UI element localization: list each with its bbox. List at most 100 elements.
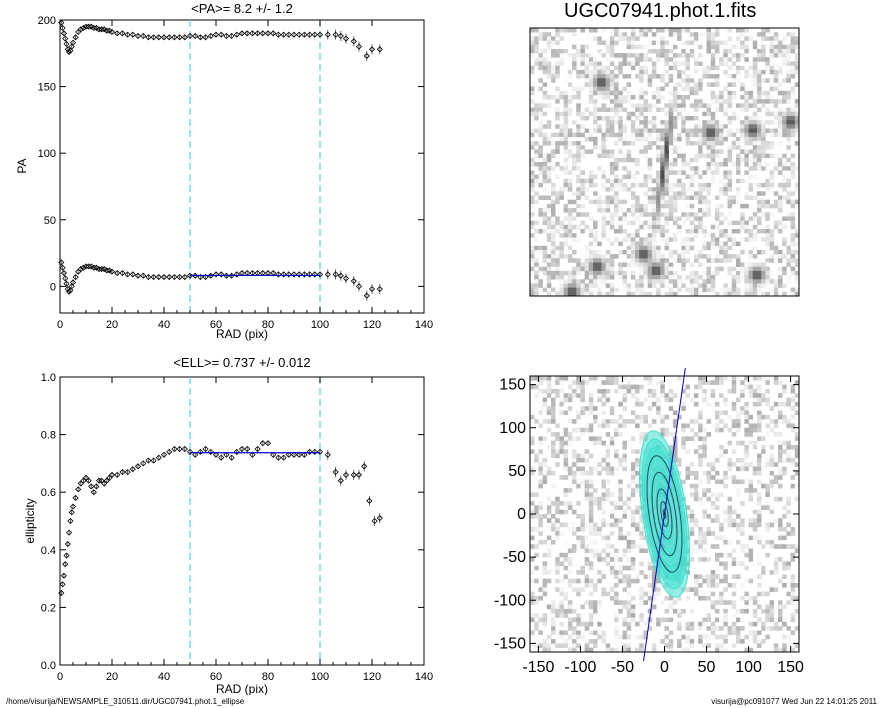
image-pixel [597, 275, 602, 280]
image-pixel [702, 557, 707, 562]
image-pixel [601, 174, 606, 180]
image-pixel [567, 233, 573, 238]
image-pixel [635, 115, 640, 121]
image-pixel [551, 191, 556, 196]
image-pixel [551, 287, 556, 293]
image-pixel [635, 449, 640, 454]
image-pixel [740, 128, 745, 133]
image-pixel [584, 266, 590, 272]
image-pixel [588, 61, 594, 66]
image-pixel [559, 501, 564, 506]
image-pixel [756, 145, 762, 150]
image-pixel [567, 626, 573, 631]
image-pixel [530, 115, 535, 121]
image-pixel [693, 518, 699, 523]
image-pixel [761, 626, 766, 631]
image-pixel [782, 514, 787, 519]
image-pixel [567, 74, 573, 79]
image-pixel [626, 548, 632, 554]
image-pixel [584, 258, 590, 263]
image-pixel [538, 111, 543, 117]
image-pixel [618, 557, 623, 562]
image-pixel [538, 449, 543, 454]
image-pixel [786, 514, 791, 519]
image-pixel [731, 115, 737, 121]
image-pixel [555, 557, 560, 562]
image-pixel [719, 212, 724, 217]
image-pixel [639, 548, 644, 554]
image-pixel [660, 136, 665, 142]
image-pixel [614, 90, 619, 96]
image-pixel [643, 291, 648, 297]
image-pixel [651, 388, 657, 394]
image-pixel [714, 479, 720, 485]
image-pixel [761, 124, 766, 129]
image-pixel [685, 115, 691, 121]
image-pixel [605, 419, 611, 424]
image-pixel [719, 241, 724, 247]
image-pixel [660, 162, 665, 167]
image-pixel [563, 488, 569, 493]
image-pixel [790, 74, 796, 79]
image-pixel [727, 552, 733, 558]
image-pixel [702, 74, 707, 79]
image-pixel [609, 90, 615, 96]
image-pixel [693, 496, 699, 502]
image-pixel [786, 262, 791, 267]
image-pixel [752, 120, 758, 125]
image-pixel [794, 544, 800, 549]
image-pixel [702, 380, 707, 385]
image-pixel [790, 531, 796, 536]
image-pixel [782, 291, 787, 297]
image-pixel [681, 120, 686, 125]
image-pixel [643, 90, 648, 96]
image-pixel [790, 595, 796, 601]
image-pixel [731, 419, 737, 424]
image-pixel [710, 531, 716, 536]
image-pixel [706, 613, 712, 618]
image-pixel [698, 249, 703, 255]
image-pixel [546, 229, 552, 234]
image-pixel [572, 578, 577, 584]
image-pixel [786, 99, 791, 104]
image-pixel [756, 423, 762, 429]
image-pixel [756, 249, 762, 255]
image-pixel [744, 414, 749, 420]
image-pixel [588, 283, 594, 288]
image-pixel [643, 191, 648, 196]
image-pixel [630, 174, 636, 180]
image-pixel [748, 578, 754, 584]
image-pixel [593, 249, 598, 255]
image-pixel [567, 229, 573, 234]
image-pixel [794, 432, 800, 437]
image-pixel [664, 124, 670, 129]
image-pixel [626, 262, 632, 267]
image-pixel [744, 48, 749, 54]
image-pixel [605, 237, 611, 242]
image-pixel [576, 149, 581, 154]
image-pixel [727, 28, 733, 33]
image-pixel [626, 380, 632, 385]
image-pixel [698, 436, 703, 441]
image-pixel [534, 107, 539, 113]
image-pixel [601, 483, 606, 489]
image-pixel [555, 643, 560, 648]
image-pixel [626, 544, 632, 549]
image-pixel [756, 115, 762, 121]
image-pixel [567, 505, 573, 510]
image-pixel [735, 561, 741, 567]
image-pixel [614, 103, 619, 108]
image-pixel [555, 432, 560, 437]
image-pixel [626, 153, 632, 159]
data-point [64, 540, 71, 548]
image-pixel [761, 99, 766, 104]
image-pixel [542, 136, 548, 142]
image-pixel [744, 115, 749, 121]
image-pixel [790, 445, 796, 450]
image-pixel [593, 376, 598, 381]
image-pixel [593, 74, 598, 79]
image-pixel [555, 380, 560, 385]
image-pixel [723, 634, 728, 640]
image-pixel [756, 78, 762, 83]
image-pixel [601, 220, 606, 226]
